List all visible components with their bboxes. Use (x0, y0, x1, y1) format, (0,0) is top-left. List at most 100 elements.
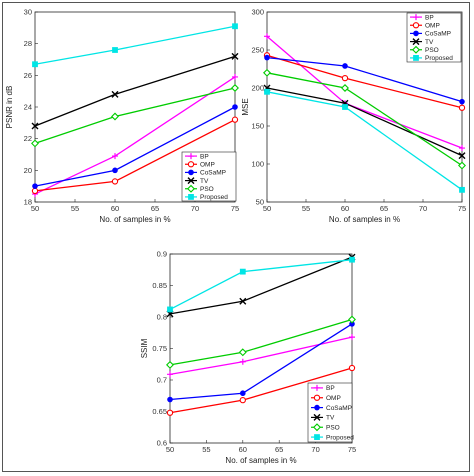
figure-frame (2, 2, 470, 472)
data-point (341, 74, 349, 82)
legend-label: CoSaMP (200, 170, 226, 177)
data-point (231, 52, 239, 60)
series-omp (166, 364, 356, 416)
x-axis-label: No. of samples in % (329, 215, 400, 224)
x-tick-label: 50 (166, 445, 174, 454)
series-pso (263, 68, 466, 170)
series-bp (167, 334, 355, 378)
data-point (166, 409, 174, 416)
chart-1: 50 55 60 65 70 75 18 20 22 24 26 28 30 No. of samples… (5, 8, 239, 225)
y-tick-label: 0.7 (157, 376, 167, 385)
legend-box (181, 151, 237, 202)
legend-label: Proposed (326, 434, 354, 441)
x-tick-label: 65 (275, 445, 283, 454)
series-cosamp (167, 321, 355, 403)
legend-label: TV (425, 39, 434, 46)
legend-label: Proposed (425, 55, 453, 62)
x-tick-label: 70 (191, 204, 199, 213)
y-axis-label: MSE (241, 98, 250, 115)
y-tick-label: 24 (24, 103, 32, 112)
data-point (459, 98, 465, 105)
series-cosamp (32, 104, 238, 189)
series-pso (31, 84, 239, 148)
y-tick-label: 0.85 (152, 281, 167, 290)
data-point (459, 145, 465, 152)
series-omp (31, 116, 239, 195)
data-point (31, 187, 39, 195)
series-pso (166, 315, 356, 369)
data-point (348, 315, 356, 324)
x-tick-label: 50 (263, 204, 271, 213)
legend-label: BP (326, 385, 335, 392)
chart-3: 50 55 60 65 70 75 0.6 0.65 0.7 0.75 0.8 0.85 0.9 No. … (140, 250, 356, 466)
data-point (32, 183, 38, 189)
series-proposed (32, 23, 238, 68)
x-tick-label: 55 (302, 204, 310, 213)
x-tick-label: 75 (231, 204, 239, 213)
legend-marker (412, 22, 420, 29)
y-tick-label: 18 (24, 198, 32, 207)
x-tick-label: 75 (458, 204, 466, 213)
x-tick-label: 50 (31, 204, 39, 213)
x-tick-label: 60 (239, 445, 247, 454)
legend-marker (313, 423, 321, 432)
series-cosamp (264, 54, 465, 105)
legend-marker (412, 38, 420, 46)
y-tick-label: 20 (24, 166, 32, 175)
legend-label: CoSaMP (425, 31, 451, 38)
legend-marker (413, 14, 419, 21)
y-tick-label: 150 (251, 122, 264, 131)
legend-marker (188, 194, 194, 200)
legend-label: BP (200, 153, 209, 160)
legend-label: Proposed (200, 194, 228, 201)
data-point (348, 364, 356, 372)
y-tick-label: 300 (251, 8, 264, 17)
x-axis-label: No. of samples in % (99, 215, 170, 224)
legend-label: OMP (425, 23, 440, 30)
y-tick-label: 50 (256, 198, 264, 207)
data-point (232, 23, 238, 30)
x-tick-label: 65 (380, 204, 388, 213)
legend-label: OMP (326, 395, 341, 402)
x-tick-label: 70 (311, 445, 319, 454)
legend-marker (413, 30, 419, 37)
data-point (167, 306, 173, 313)
data-point (263, 68, 271, 77)
y-tick-label: 0.9 (157, 250, 167, 259)
data-point (111, 90, 119, 98)
y-tick-label: 22 (24, 134, 32, 143)
series-proposed (264, 88, 465, 193)
data-point (341, 84, 349, 92)
legend-marker (313, 413, 321, 421)
y-tick-label: 28 (24, 39, 32, 48)
data-point (166, 360, 174, 369)
legend-label: BP (425, 14, 434, 21)
legend-label: PSO (425, 47, 439, 54)
data-point (240, 390, 246, 397)
legend-label: TV (326, 415, 335, 422)
data-point (239, 268, 246, 275)
data-point (342, 104, 348, 110)
legend-marker (314, 434, 320, 440)
y-axis-label: SSIM (140, 338, 149, 358)
legend-marker (313, 394, 321, 401)
y-tick-label: 250 (251, 46, 264, 55)
legend-marker (412, 45, 420, 54)
data-point (112, 167, 118, 174)
legend-marker (187, 184, 195, 193)
y-tick-label: 26 (24, 71, 32, 80)
legend-marker (188, 169, 194, 176)
data-point (31, 139, 39, 148)
data-point (349, 256, 355, 263)
y-tick-label: 0.8 (157, 313, 167, 322)
legend-marker (188, 153, 194, 160)
legend-label: CoSaMP (326, 405, 352, 412)
data-point (458, 104, 466, 111)
data-point (264, 33, 270, 40)
data-point (167, 371, 173, 378)
legend-box (307, 382, 353, 443)
